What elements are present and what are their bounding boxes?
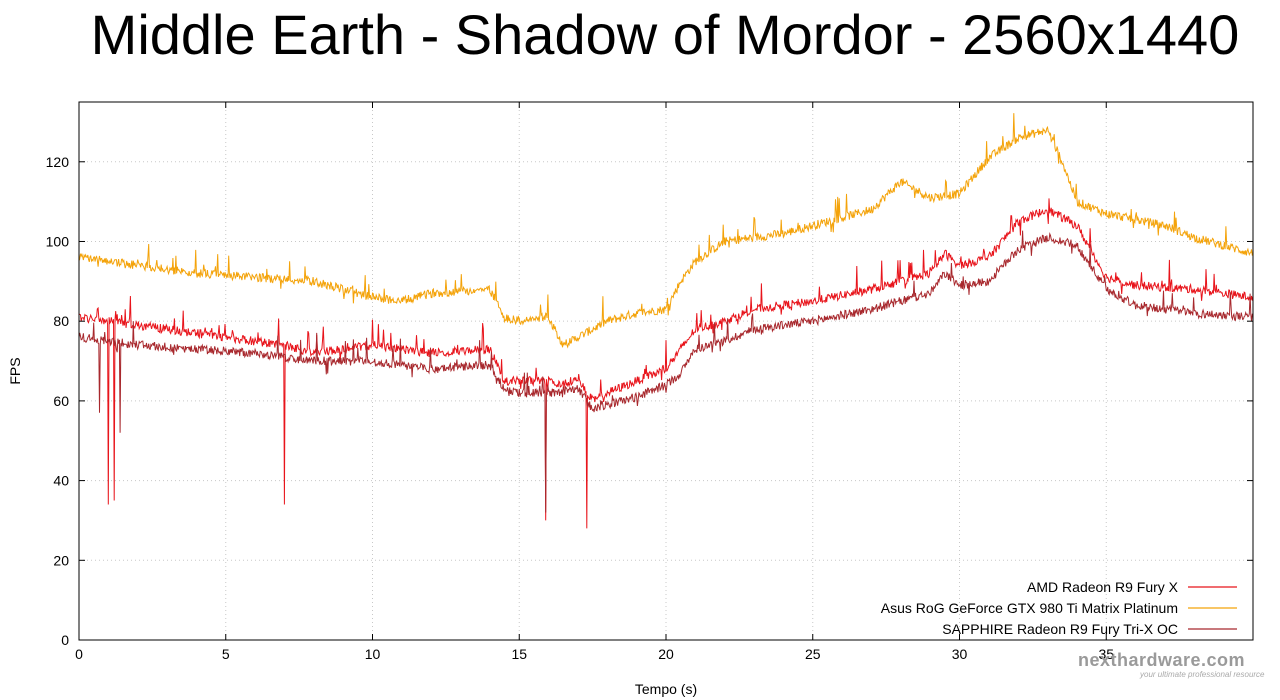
x-tick-label: 0 [75,646,83,662]
y-tick-label: 60 [53,393,69,409]
chart-title: Middle Earth - Shadow of Mordor - 2560x1… [90,3,1240,66]
y-tick-label: 40 [53,473,69,489]
y-tick-label: 20 [53,552,69,568]
series-line-0 [78,198,1254,529]
legend-label: Asus RoG GeForce GTX 980 Ti Matrix Plati… [881,600,1178,616]
x-axis-label: Tempo (s) [635,681,697,697]
x-tick-label: 25 [805,646,821,662]
watermark-subtitle: your ultimate professional resource [1140,670,1265,679]
axis-ticks: 0 5 10 15 20 25 30 35 0 20 40 60 80 100 120 [46,102,1253,662]
legend-label: AMD Radeon R9 Fury X [1027,579,1179,595]
series-line-1 [78,113,1254,349]
x-tick-label: 30 [952,646,968,662]
y-axis-label: FPS [7,357,23,384]
series-line-2 [78,230,1254,513]
x-tick-label: 10 [365,646,381,662]
x-tick-label: 5 [222,646,230,662]
series-lines [78,113,1254,529]
y-tick-label: 0 [61,632,69,648]
y-tick-label: 120 [46,154,70,170]
x-tick-label: 15 [511,646,527,662]
watermark-logo-text: nexthardware.com [1078,650,1246,670]
legend: AMD Radeon R9 Fury X Asus RoG GeForce GTX… [881,579,1237,637]
y-tick-label: 100 [46,233,70,249]
x-tick-label: 35 [1098,646,1114,662]
grid-lines [79,102,1253,640]
x-tick-label: 20 [658,646,674,662]
y-tick-label: 80 [53,313,69,329]
legend-label: SAPPHIRE Radeon R9 Fury Tri-X OC [942,621,1178,637]
